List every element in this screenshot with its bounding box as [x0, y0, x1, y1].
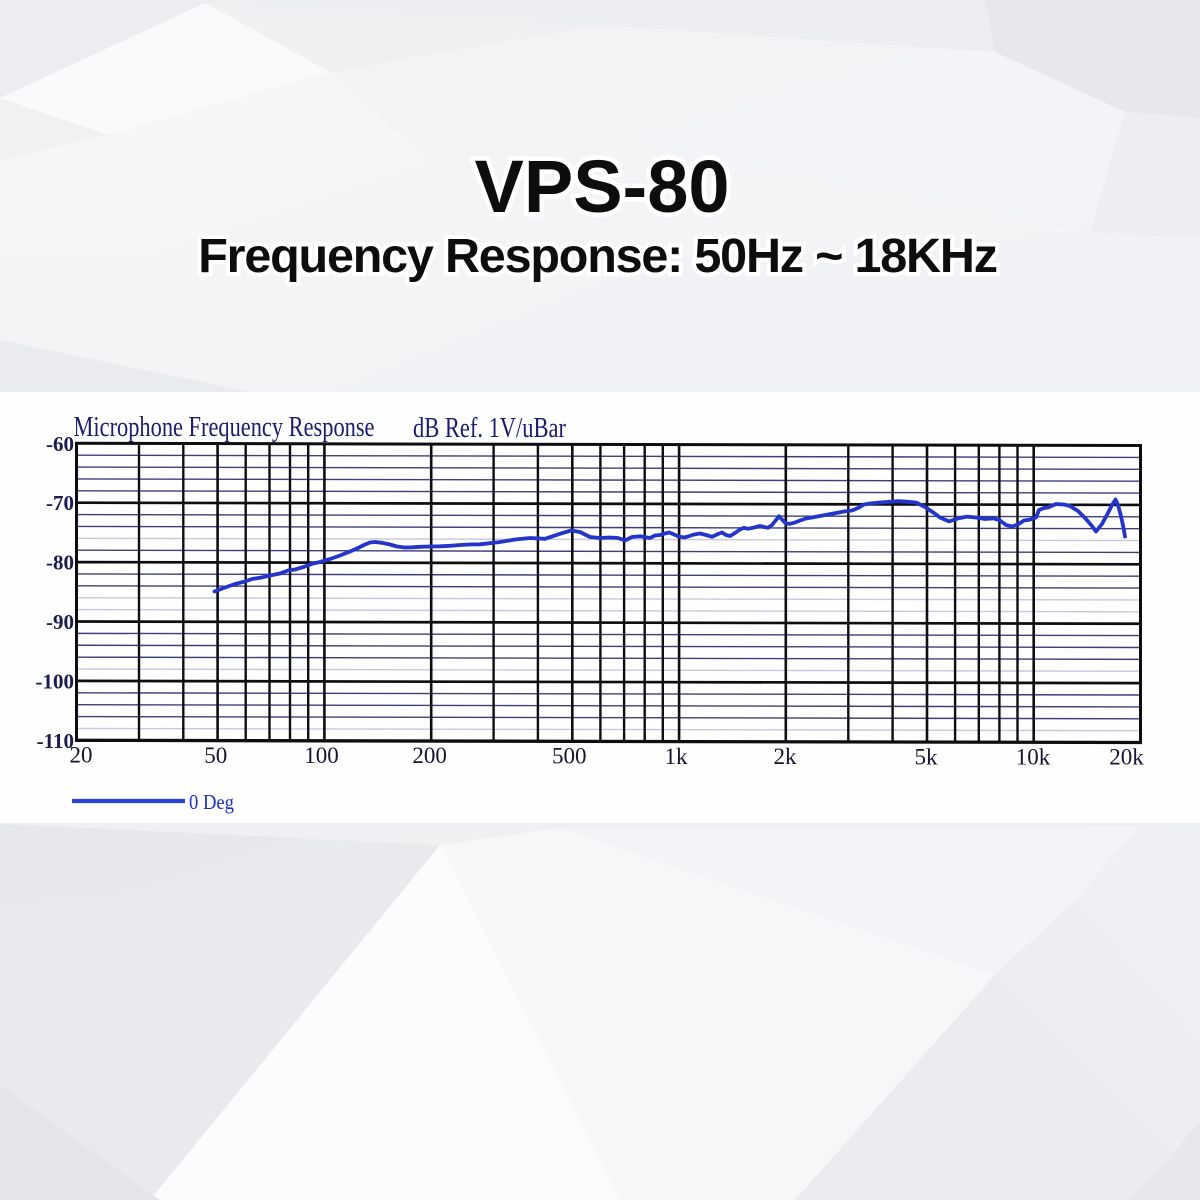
svg-text:Frequency Response: 50Hz ~ 18K: Frequency Response: 50Hz ~ 18KHz	[198, 229, 997, 283]
svg-text:0 Deg: 0 Deg	[189, 790, 234, 814]
svg-text:-90: -90	[46, 610, 74, 634]
svg-text:20k: 20k	[1109, 745, 1144, 770]
svg-text:200: 200	[412, 743, 447, 768]
svg-text:10k: 10k	[1016, 745, 1051, 770]
svg-text:2k: 2k	[774, 744, 798, 769]
svg-text:-100: -100	[36, 669, 75, 693]
svg-text:-60: -60	[46, 432, 74, 456]
svg-text:-70: -70	[46, 491, 74, 515]
svg-text:50: 50	[204, 743, 227, 768]
svg-text:1k: 1k	[665, 744, 689, 769]
svg-text:Microphone Frequency Response: Microphone Frequency Response	[74, 411, 375, 443]
svg-text:dB Ref. 1V/uBar: dB Ref. 1V/uBar	[413, 412, 566, 444]
svg-text:-110: -110	[37, 729, 74, 753]
svg-text:100: 100	[304, 743, 339, 768]
svg-text:20: 20	[70, 743, 93, 768]
svg-text:-80: -80	[46, 551, 74, 575]
svg-text:VPS-80: VPS-80	[474, 145, 729, 228]
svg-text:500: 500	[552, 744, 587, 769]
svg-text:5k: 5k	[915, 744, 939, 769]
